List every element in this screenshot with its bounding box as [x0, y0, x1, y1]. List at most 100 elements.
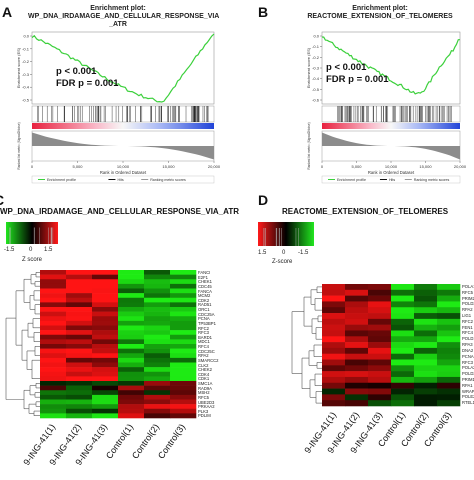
- heatmap-d-cell: [391, 318, 415, 325]
- heatmap-d-cell: [345, 301, 369, 308]
- panel-d-gene-label: POLD3: [462, 301, 474, 307]
- x-tick-label: 0: [321, 164, 324, 169]
- heatmap-c-cell: [66, 283, 93, 289]
- heatmap-d-cell: [345, 382, 369, 389]
- panel-c-zlabel: Z score: [22, 257, 43, 263]
- heatmap-c-cell: [170, 302, 197, 308]
- heatmap-d-cell: [322, 318, 346, 325]
- heatmap-d-cell: [437, 289, 461, 296]
- x-tick-label: 20,000: [208, 164, 221, 169]
- panel-b-title-line1: Enrichment plot:: [352, 5, 408, 12]
- heatmap-c-cell: [40, 404, 67, 410]
- panel-d-gene-label: POLE2: [462, 394, 474, 400]
- heatmap-c-cell: [92, 362, 119, 368]
- heatmap-c-cell: [170, 385, 197, 391]
- heatmap-c-cell: [144, 357, 171, 363]
- heatmap-d-cell: [345, 307, 369, 314]
- heatmap-d-cell: [414, 376, 438, 384]
- heatmap-c-cell: [40, 283, 67, 289]
- heatmap-c-cell: [118, 274, 145, 280]
- heatmap-c-cell: [66, 288, 93, 294]
- panel-c-gene-label: SMC1A: [198, 381, 213, 386]
- legend-frame: [321, 175, 461, 184]
- heatmap-d-cell: [414, 353, 438, 360]
- x-tick-label: 0: [31, 164, 34, 169]
- heatmap-d-cell: [368, 295, 392, 302]
- panel-c-letter: C: [0, 192, 4, 208]
- panel-b-title: Enrichment plot: REACTOME_EXTENSION_OF_T…: [290, 5, 470, 21]
- heatmap-c-cell: [40, 376, 67, 382]
- heatmap-c-cell: [66, 339, 93, 345]
- heatmap-d-cell: [345, 324, 369, 331]
- heatmap-c-cell: [118, 385, 145, 391]
- heatmap-d-cell: [437, 307, 461, 314]
- heatmap-c-cell: [66, 390, 93, 396]
- heatmap-c-cell: [66, 316, 93, 322]
- heatmap-d-cell: [368, 365, 392, 372]
- heatmap-d-cell: [437, 342, 461, 349]
- heatmap-c-cell: [40, 413, 67, 419]
- heatmap-c-cell: [118, 297, 145, 303]
- heatmap-d-cell: [345, 284, 369, 291]
- legend-entry: Hits: [389, 178, 395, 182]
- panel-c-sample-labels: 9-ING-41(1) 9-ING-41(2) 9-ING-41(3) Control…: [21, 420, 196, 474]
- heatmap-c-cell: [170, 408, 197, 414]
- heatmap-c-cell: [66, 381, 93, 386]
- heatmap-c-cell: [92, 381, 119, 386]
- heatmap-c-cell: [92, 339, 119, 345]
- x-tick-label: 5,000: [72, 164, 83, 169]
- es-ylabel: Enrichment score (ES): [306, 47, 311, 88]
- x-axis-label: Rank in Ordered Dataset: [368, 170, 415, 175]
- panel-d-gene-label: PCNA: [462, 353, 474, 359]
- heatmap-c-cell: [170, 293, 197, 299]
- heatmap-d-cell: [322, 400, 346, 407]
- heatmap-c-cell: [92, 325, 119, 331]
- heatmap-d-cell: [345, 388, 369, 395]
- heatmap-c-cell: [118, 270, 145, 275]
- heatmap-d-cell: [437, 330, 461, 337]
- heatmap-d-cell: [322, 336, 346, 343]
- heatmap-c-cell: [144, 371, 171, 377]
- panel-c-colorscale-gradient: [6, 222, 58, 244]
- heatmap-c-cell: [92, 353, 119, 359]
- heatmap-d-cell: [345, 336, 369, 343]
- heatmap-c-cell: [66, 311, 93, 317]
- panel-c-gene-label: RFC4: [198, 344, 209, 349]
- heatmap-c-cell: [170, 367, 197, 373]
- heatmap-d-cell: [414, 318, 438, 325]
- heatmap-c-cell: [92, 404, 119, 410]
- heatmap-c-cell: [144, 334, 171, 340]
- panel-c-gene-label: E2F1: [198, 274, 209, 280]
- heatmap-c-cell: [170, 376, 197, 382]
- panel-a-title-line3: _ATR: [109, 21, 127, 28]
- heatmap-c-cell: [170, 399, 197, 405]
- heatmap-c-cell: [40, 316, 67, 322]
- heatmap-c-cell: [118, 279, 145, 285]
- heatmap-c-cell: [144, 399, 171, 405]
- heatmap-c-cell: [66, 293, 93, 299]
- heatmap-c-cell: [144, 279, 171, 285]
- heatmap-d-cell: [391, 347, 415, 355]
- y-tick-label: -0.6: [312, 98, 320, 103]
- heatmap-c-cell: [118, 357, 145, 363]
- heatmap-c-cell: [66, 404, 93, 410]
- heatmap-d-cell: [414, 347, 438, 355]
- panel-d-sample-labels: 9-ING-41(1) 9-ING-41(2) 9-ING-41(3) Control…: [302, 408, 460, 474]
- panel-d-ztick-low: -1.5: [298, 250, 309, 256]
- heatmap-d-cell: [414, 342, 438, 349]
- heatmap-c-cell: [170, 357, 197, 363]
- heatmap-c-cell: [40, 344, 67, 349]
- heatmap-d-cell: [322, 376, 346, 384]
- panel-c-gene-label: PRKAA2: [198, 404, 215, 410]
- heatmap-c-cell: [118, 320, 145, 326]
- y-tick-label: -0.2: [22, 59, 30, 64]
- y-tick-label: -0.3: [22, 72, 30, 77]
- heatmap-d-cell: [322, 284, 346, 291]
- heatmap-c-cell: [92, 357, 119, 363]
- panel-c-gene-label: RFC5: [198, 394, 209, 400]
- legend-frame: [31, 175, 215, 184]
- panel-d-gene-label: RFC3: [462, 359, 473, 365]
- panel-c-gene-label: BARD1: [198, 334, 212, 340]
- heatmap-d-cell: [414, 388, 438, 395]
- panel-d-gene-label: DNA2: [462, 347, 474, 353]
